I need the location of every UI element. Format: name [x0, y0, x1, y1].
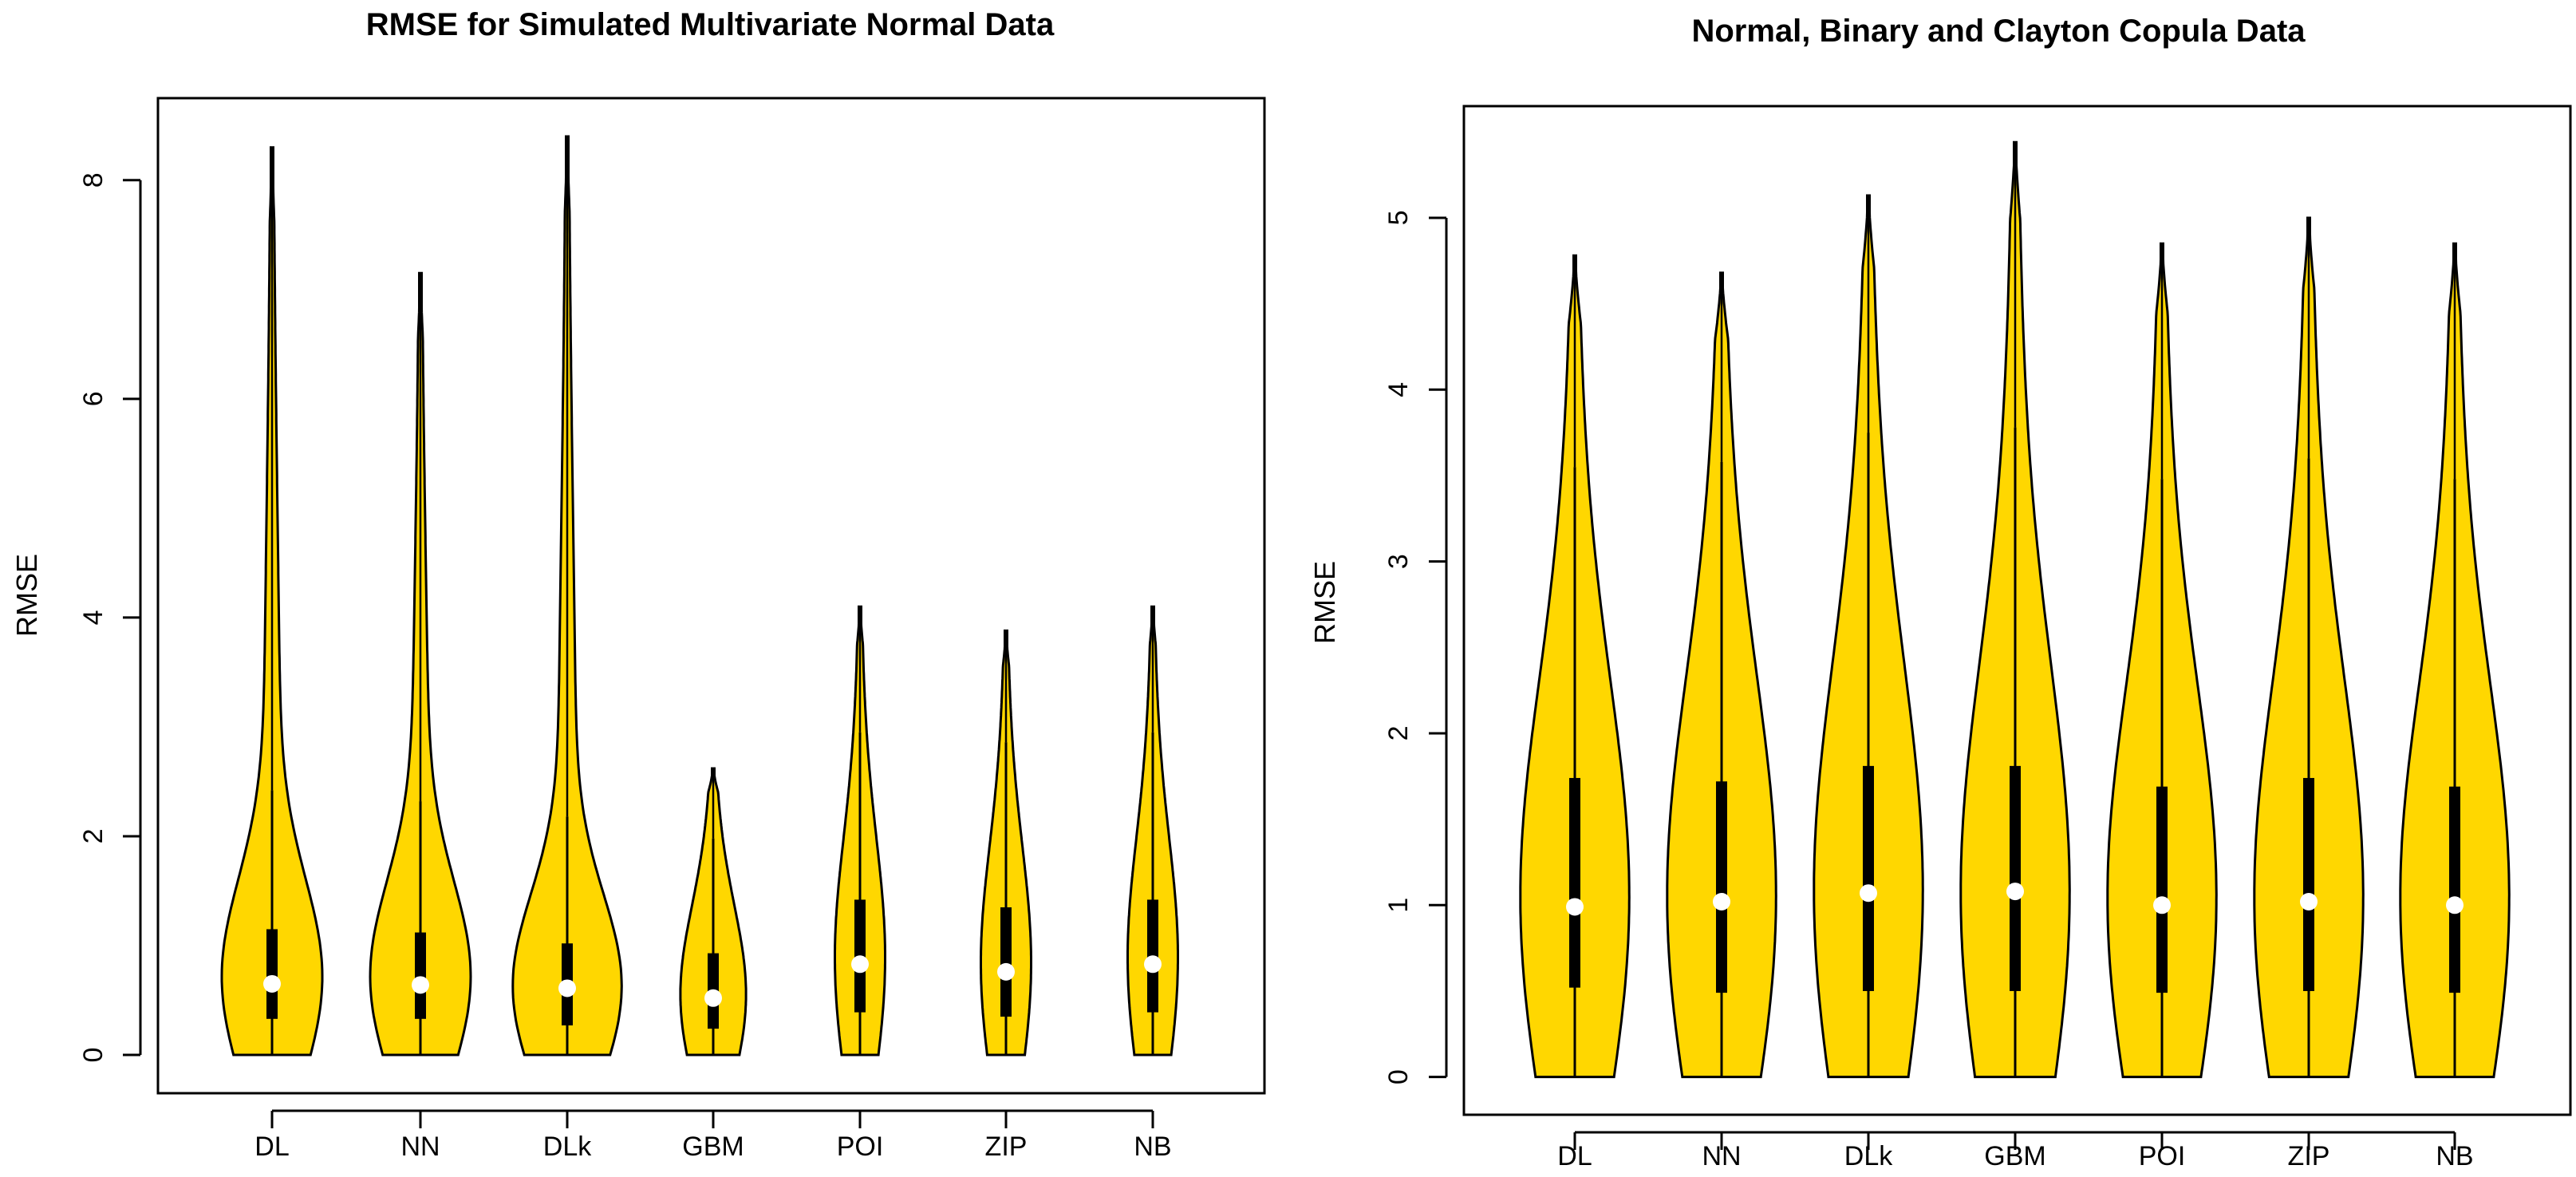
chart-right-violin-gbm	[1959, 140, 2071, 1079]
chart-left-violin-nn	[369, 271, 472, 1057]
chart-left-x-tick-label: POI	[837, 1132, 884, 1162]
chart-left-violin-gbm	[679, 767, 748, 1057]
chart-right-x-tick-label: POI	[2139, 1141, 2186, 1171]
chart-right-violin-median	[1860, 884, 1877, 902]
chart-left-y-tick-label: 4	[78, 610, 108, 625]
chart-left-x-axis: DL NN DLk GBM POI ZIP NB	[254, 1109, 1172, 1162]
chart-left-y-tick-label: 0	[78, 1048, 108, 1063]
chart-left-violin-iqr	[266, 929, 278, 1019]
chart-left-x-tick-label: DL	[254, 1132, 289, 1162]
chart-left-y-tick-label: 2	[78, 829, 108, 844]
chart-right-violin-iqr	[1863, 765, 1874, 991]
chart-right-violin-dlk	[1813, 194, 1924, 1079]
chart-left-violin-median	[1144, 955, 1162, 974]
chart-right-x-tick-label: DL	[1557, 1141, 1592, 1171]
chart-right-y-tick-label: 5	[1383, 211, 1414, 226]
chart-right-violin-zip	[2253, 216, 2365, 1079]
chart-left-violin-dlk	[511, 135, 623, 1057]
chart-right-x-tick-label: GBM	[1984, 1141, 2045, 1171]
chart-right-violin-iqr	[1716, 781, 1727, 993]
chart-right-violin-iqr	[2010, 765, 2021, 991]
chart-left-y-tick-label: 8	[78, 172, 108, 188]
chart-right-violin-median	[2300, 892, 2318, 910]
chart-right-x-tick-label: NB	[2436, 1141, 2473, 1171]
chart-right-y-tick-label: 1	[1383, 898, 1414, 913]
chart-right-x-tick-label: ZIP	[2288, 1141, 2330, 1171]
chart-right-x-tick-label: DLk	[1844, 1141, 1893, 1171]
chart-left-plot-frame	[156, 97, 1266, 1095]
chart-right-violins	[1519, 140, 2511, 1079]
chart-left-violin-median	[412, 976, 429, 994]
chart-right-x-axis: DL NN DLk GBM POI ZIP NB	[1557, 1131, 2474, 1171]
chart-left-y-axis: 0 2 4 6 8	[78, 172, 142, 1063]
chart-right-y-tick-label: 3	[1383, 554, 1414, 569]
chart-left-violin-dl	[220, 146, 324, 1057]
chart-right-violin-iqr	[2303, 777, 2314, 991]
chart-left: RMSE for Simulated Multivariate Normal D…	[10, 7, 1266, 1162]
chart-left-violin-median	[704, 989, 722, 1007]
chart-right-violin-dl	[1519, 254, 1631, 1079]
chart-left-x-tick-label: NB	[1134, 1132, 1171, 1162]
chart-left-violin-median	[997, 962, 1015, 981]
chart-left-violin-nb	[1126, 605, 1179, 1057]
chart-right-y-tick-label: 4	[1383, 382, 1414, 397]
chart-right-y-tick-label: 2	[1383, 726, 1414, 741]
chart-left-x-tick-label: ZIP	[985, 1132, 1028, 1162]
chart-left-x-tick-label: DLk	[543, 1132, 592, 1162]
chart-right: Normal, Binary and Clayton Copula Data R…	[1308, 14, 2572, 1171]
chart-left-x-tick-label: NN	[400, 1132, 440, 1162]
chart-left-violin-median	[851, 955, 869, 974]
chart-right-violin-median	[2446, 896, 2464, 914]
chart-right-violin-median	[1713, 892, 1730, 910]
chart-right-title: Normal, Binary and Clayton Copula Data	[1691, 14, 2306, 49]
chart-right-violin-iqr	[1569, 777, 1580, 988]
chart-right-violin-median	[2153, 896, 2171, 914]
chart-left-violin-poi	[834, 605, 886, 1057]
chart-right-y-tick-label: 0	[1383, 1069, 1414, 1084]
chart-left-violin-zip	[980, 629, 1032, 1057]
chart-left-x-tick-label: GBM	[682, 1132, 744, 1162]
chart-right-plot-frame	[1462, 105, 2572, 1116]
chart-left-violin-iqr	[1000, 907, 1012, 1017]
chart-right-violin-median	[1566, 898, 1584, 916]
chart-right-y-axis: 0 1 2 3 4 5	[1383, 211, 1448, 1084]
chart-left-violin-median	[558, 979, 576, 997]
chart-left-y-tick-label: 6	[78, 391, 108, 406]
chart-right-violin-median	[2006, 883, 2024, 901]
chart-left-violin-iqr	[415, 932, 426, 1019]
chart-right-violin-iqr	[2156, 786, 2168, 993]
chart-right-violin-iqr	[2449, 786, 2460, 993]
chart-right-x-tick-label: NN	[1702, 1141, 1741, 1171]
chart-left-violin-median	[263, 974, 281, 993]
chart-right-violin-nn	[1666, 271, 1777, 1079]
chart-right-violin-nb	[2399, 242, 2511, 1079]
chart-left-title: RMSE for Simulated Multivariate Normal D…	[366, 7, 1055, 42]
chart-left-ylabel: RMSE	[10, 554, 43, 637]
chart-right-ylabel: RMSE	[1308, 561, 1341, 644]
chart-left-violins	[220, 135, 1179, 1057]
chart-right-violin-poi	[2106, 242, 2218, 1079]
